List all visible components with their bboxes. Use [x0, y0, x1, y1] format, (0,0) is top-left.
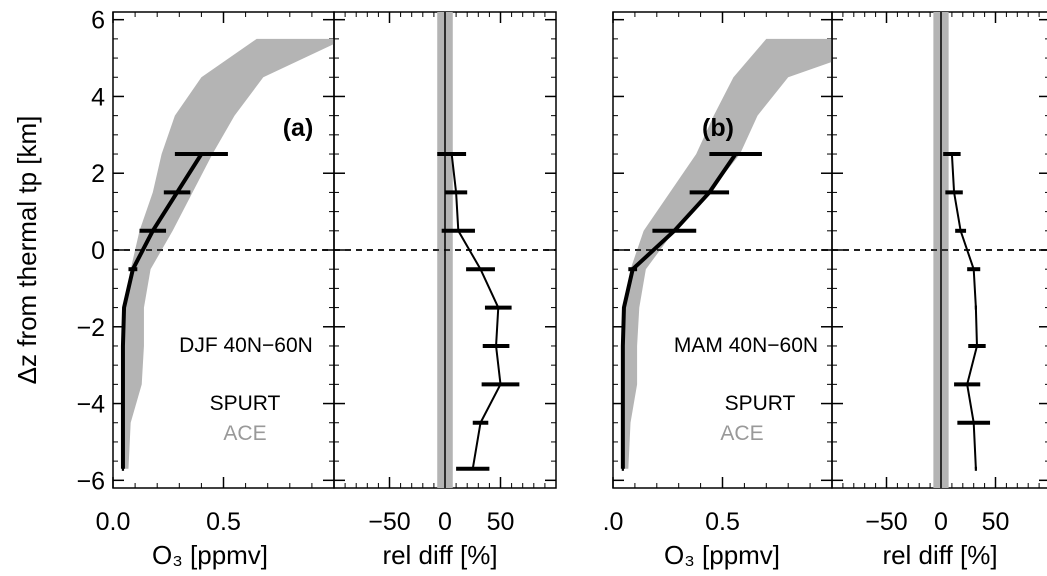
a-rd-xtick-label: 50	[487, 508, 515, 536]
ytick-label: 2	[91, 160, 105, 188]
panel-b-legend-ace: ACE	[720, 422, 763, 445]
panel-a: (a) DJF 40N−60N SPURT ACE O₃ [ppmv] rel …	[152, 114, 498, 570]
ytick-label: 0	[91, 237, 105, 265]
panel-b: (b) MAM 40N−60N SPURT ACE O₃ [ppmv] rel …	[664, 114, 998, 570]
a-o3-xtick-label: 0.5	[206, 508, 241, 536]
a-rd-xtick-label: −50	[368, 508, 410, 536]
ytick-label: −6	[76, 467, 105, 495]
a-o3-xtick-label: 0.0	[96, 508, 131, 536]
panel-a-season: DJF 40N−60N	[179, 334, 313, 357]
ytick-label: 4	[91, 83, 105, 111]
b-rd-xtick-label: 0	[934, 508, 948, 536]
b-o3-xtick-label: 0.5	[705, 508, 740, 536]
ytick-label: −4	[76, 391, 105, 419]
panel-a-label: (a)	[283, 114, 314, 142]
panel-a-reldiff-xlabel: rel diff [%]	[382, 540, 497, 570]
panel-b-o3-plot: .0 0.5	[603, 11, 833, 536]
ace-band	[121, 38, 334, 469]
panel-b-label: (b)	[702, 114, 734, 142]
ytick-label: −2	[76, 314, 105, 342]
panel-b-season: MAM 40N−60N	[674, 334, 818, 357]
y-axis-title: Δz from thermal tp [km]	[12, 116, 42, 385]
b-rd-xtick-label: −50	[865, 508, 907, 536]
b-rd-xtick-label: 50	[982, 508, 1010, 536]
panel-a-o3-plot: 0.0 0.5 −6 −4 −2 0 2 4 6	[76, 7, 335, 536]
b-o3-xtick-label: .0	[603, 508, 624, 536]
panel-b-legend-spurt: SPURT	[725, 392, 796, 415]
panel-a-legend-ace: ACE	[223, 422, 266, 445]
panel-b-reldiff-plot: −50 0 50	[831, 11, 1047, 536]
panel-a-reldiff-plot: −50 0 50	[333, 11, 557, 536]
ace-band	[621, 38, 832, 469]
panel-b-reldiff-xlabel: rel diff [%]	[882, 540, 997, 570]
a-rd-xtick-label: 0	[438, 508, 452, 536]
ytick-label: 6	[91, 7, 105, 35]
panel-a-o3-xlabel: O₃ [ppmv]	[152, 540, 268, 570]
panel-a-legend-spurt: SPURT	[210, 392, 281, 415]
panel-b-o3-xlabel: O₃ [ppmv]	[664, 540, 780, 570]
